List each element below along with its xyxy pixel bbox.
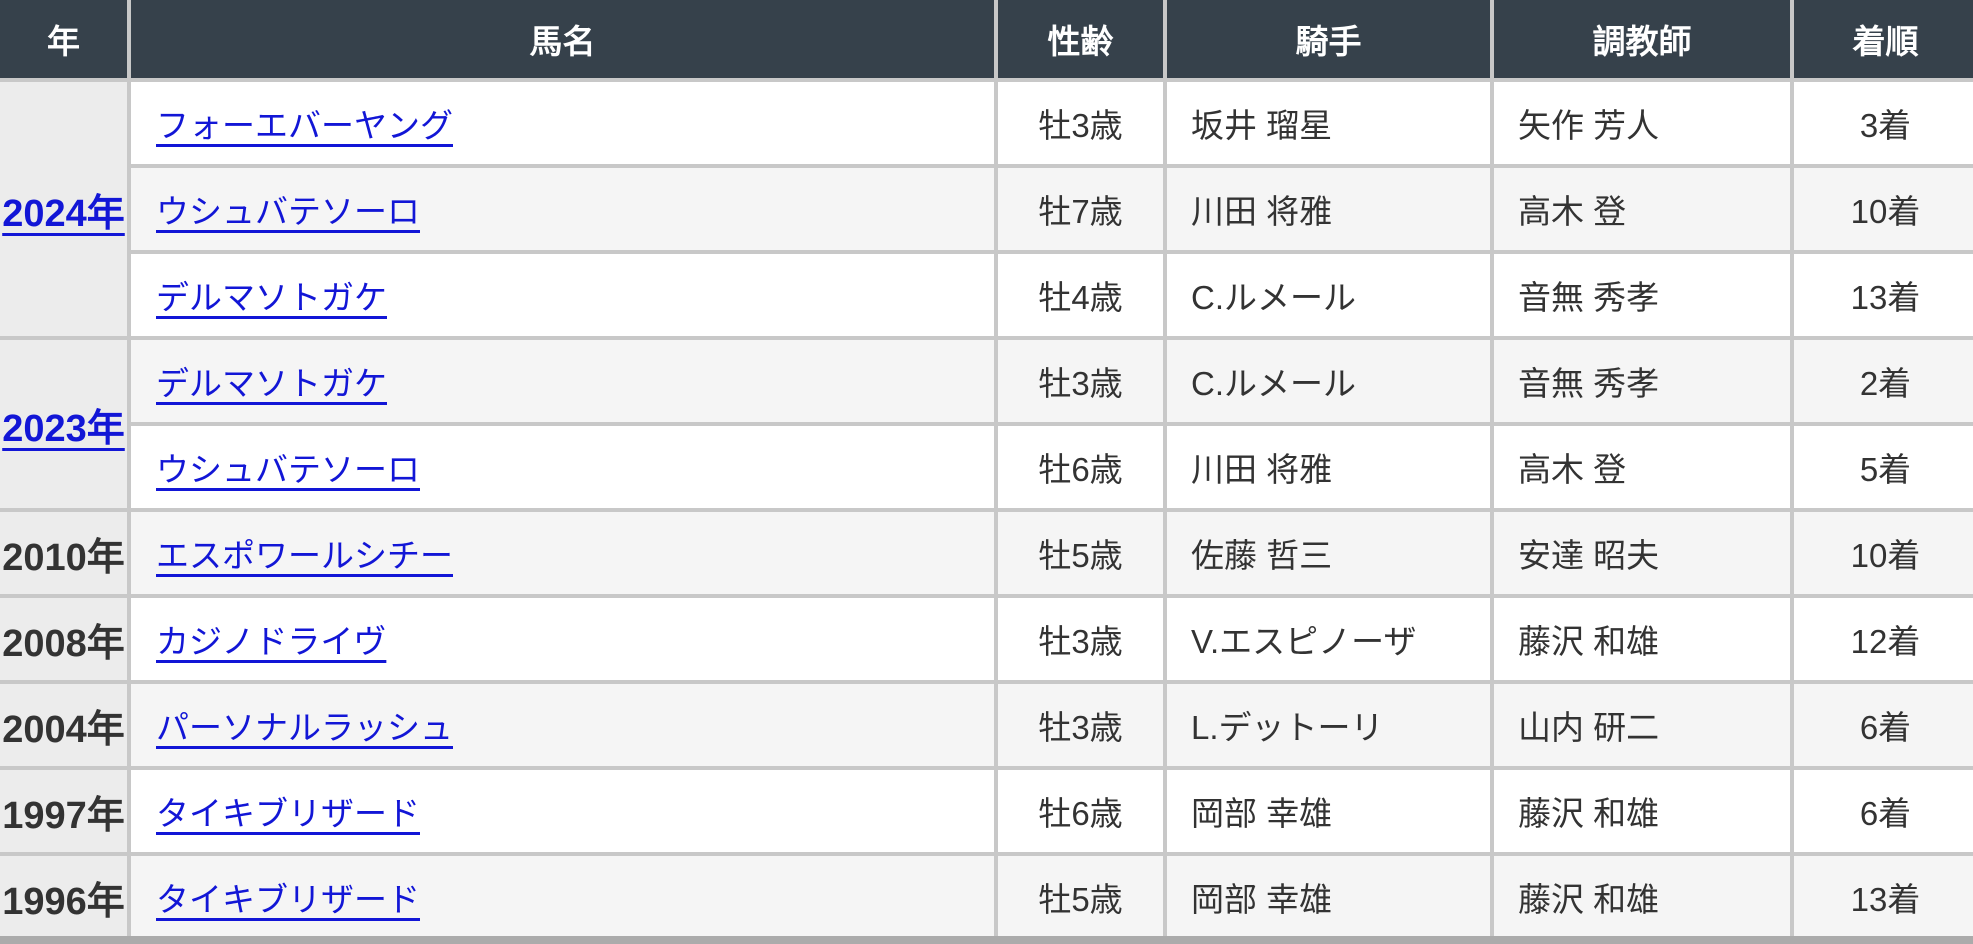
- horse-cell: パーソナルラッシュ: [127, 680, 998, 770]
- horse-cell: タイキブリザード: [127, 852, 998, 942]
- horse-cell: デルマソトガケ: [127, 250, 998, 340]
- year-link[interactable]: 2024年: [2, 192, 125, 235]
- horse-link[interactable]: エスポワールシチー: [156, 537, 453, 574]
- horse-link[interactable]: パーソナルラッシュ: [156, 709, 453, 746]
- year-cell: 1996年: [0, 852, 131, 942]
- sex-age-cell: 牡5歳: [994, 508, 1167, 598]
- jockey-cell: C.ルメール: [1163, 336, 1494, 426]
- horse-link[interactable]: フォーエバーヤング: [156, 107, 453, 144]
- result-cell: 13着: [1790, 250, 1973, 340]
- horse-cell: ウシュバテソーロ: [127, 164, 998, 254]
- table-row: ウシュバテソーロ 牡6歳 川田 将雅 高木 登 5着: [0, 422, 1973, 512]
- trainer-cell: 音無 秀孝: [1490, 250, 1794, 340]
- horse-link[interactable]: タイキブリザード: [156, 795, 420, 832]
- table-row: デルマソトガケ 牡4歳 C.ルメール 音無 秀孝 13着: [0, 250, 1973, 340]
- jockey-cell: C.ルメール: [1163, 250, 1494, 340]
- table-row: 2024年 フォーエバーヤング 牡3歳 坂井 瑠星 矢作 芳人 3着: [0, 78, 1973, 340]
- jockey-cell: L.デットーリ: [1163, 680, 1494, 770]
- header-result: 着順: [1790, 0, 1973, 82]
- header-horse: 馬名: [127, 0, 998, 82]
- table-row: 1997年 タイキブリザード 牡6歳 岡部 幸雄 藤沢 和雄 6着: [0, 766, 1973, 856]
- jockey-cell: 坂井 瑠星: [1163, 78, 1494, 168]
- trainer-cell: 高木 登: [1490, 164, 1794, 254]
- trainer-cell: 安達 昭夫: [1490, 508, 1794, 598]
- result-cell: 10着: [1790, 508, 1973, 598]
- horse-cell: フォーエバーヤング: [127, 78, 998, 168]
- table-row: ウシュバテソーロ 牡7歳 川田 将雅 高木 登 10着: [0, 164, 1973, 254]
- header-sex-age: 性齢: [994, 0, 1167, 82]
- table-row: 2010年 エスポワールシチー 牡5歳 佐藤 哲三 安達 昭夫 10着: [0, 508, 1973, 598]
- sex-age-cell: 牡3歳: [994, 594, 1167, 684]
- year-link[interactable]: 2023年: [2, 407, 125, 450]
- result-cell: 6着: [1790, 680, 1973, 770]
- sex-age-cell: 牡6歳: [994, 766, 1167, 856]
- year-cell: 1997年: [0, 766, 131, 856]
- year-cell: 2023年: [0, 336, 131, 512]
- year-label: 2010年: [2, 536, 125, 579]
- header-jockey: 騎手: [1163, 0, 1494, 82]
- result-cell: 10着: [1790, 164, 1973, 254]
- table-row: 2023年 デルマソトガケ 牡3歳 C.ルメール 音無 秀孝 2着: [0, 336, 1973, 512]
- result-cell: 5着: [1790, 422, 1973, 512]
- sex-age-cell: 牡4歳: [994, 250, 1167, 340]
- table-row: 2004年 パーソナルラッシュ 牡3歳 L.デットーリ 山内 研二 6着: [0, 680, 1973, 770]
- sex-age-cell: 牡5歳: [994, 852, 1167, 942]
- jockey-cell: 川田 将雅: [1163, 164, 1494, 254]
- year-label: 1997年: [2, 794, 125, 837]
- horizontal-scrollbar[interactable]: [0, 936, 1973, 944]
- trainer-cell: 藤沢 和雄: [1490, 852, 1794, 942]
- table-header: 年 馬名 性齢 騎手 調教師 着順: [0, 0, 1973, 82]
- horse-cell: タイキブリザード: [127, 766, 998, 856]
- header-year: 年: [0, 0, 131, 82]
- year-cell: 2008年: [0, 594, 131, 684]
- horse-cell: エスポワールシチー: [127, 508, 998, 598]
- table-body: 2024年 フォーエバーヤング 牡3歳 坂井 瑠星 矢作 芳人 3着 ウシュバテソーロ 牡7歳…: [0, 78, 1973, 942]
- result-cell: 3着: [1790, 78, 1973, 168]
- year-label: 1996年: [2, 880, 125, 923]
- horse-link[interactable]: デルマソトガケ: [156, 279, 387, 316]
- horse-link[interactable]: デルマソトガケ: [156, 365, 387, 402]
- table-row: 1996年 タイキブリザード 牡5歳 岡部 幸雄 藤沢 和雄 13着: [0, 852, 1973, 942]
- horse-link[interactable]: カジノドライヴ: [156, 623, 387, 660]
- result-cell: 2着: [1790, 336, 1973, 426]
- header-row: 年 馬名 性齢 騎手 調教師 着順: [0, 0, 1973, 82]
- year-cell: 2024年: [0, 78, 131, 340]
- trainer-cell: 音無 秀孝: [1490, 336, 1794, 426]
- result-cell: 12着: [1790, 594, 1973, 684]
- horse-cell: デルマソトガケ: [127, 336, 998, 426]
- trainer-cell: 藤沢 和雄: [1490, 594, 1794, 684]
- trainer-cell: 高木 登: [1490, 422, 1794, 512]
- sex-age-cell: 牡3歳: [994, 78, 1167, 168]
- jockey-cell: 佐藤 哲三: [1163, 508, 1494, 598]
- jockey-cell: 岡部 幸雄: [1163, 766, 1494, 856]
- year-label: 2008年: [2, 622, 125, 665]
- jockey-cell: V.エスピノーザ: [1163, 594, 1494, 684]
- header-trainer: 調教師: [1490, 0, 1794, 82]
- horse-link[interactable]: ウシュバテソーロ: [156, 193, 420, 230]
- trainer-cell: 藤沢 和雄: [1490, 766, 1794, 856]
- year-label: 2004年: [2, 708, 125, 751]
- horse-link[interactable]: タイキブリザード: [156, 881, 420, 918]
- trainer-cell: 山内 研二: [1490, 680, 1794, 770]
- sex-age-cell: 牡3歳: [994, 336, 1167, 426]
- trainer-cell: 矢作 芳人: [1490, 78, 1794, 168]
- sex-age-cell: 牡6歳: [994, 422, 1167, 512]
- result-cell: 13着: [1790, 852, 1973, 942]
- horse-cell: カジノドライヴ: [127, 594, 998, 684]
- horse-link[interactable]: ウシュバテソーロ: [156, 451, 420, 488]
- jockey-cell: 岡部 幸雄: [1163, 852, 1494, 942]
- horse-cell: ウシュバテソーロ: [127, 422, 998, 512]
- year-cell: 2004年: [0, 680, 131, 770]
- sex-age-cell: 牡7歳: [994, 164, 1167, 254]
- sex-age-cell: 牡3歳: [994, 680, 1167, 770]
- jockey-cell: 川田 将雅: [1163, 422, 1494, 512]
- result-cell: 6着: [1790, 766, 1973, 856]
- table-row: 2008年 カジノドライヴ 牡3歳 V.エスピノーザ 藤沢 和雄 12着: [0, 594, 1973, 684]
- year-cell: 2010年: [0, 508, 131, 598]
